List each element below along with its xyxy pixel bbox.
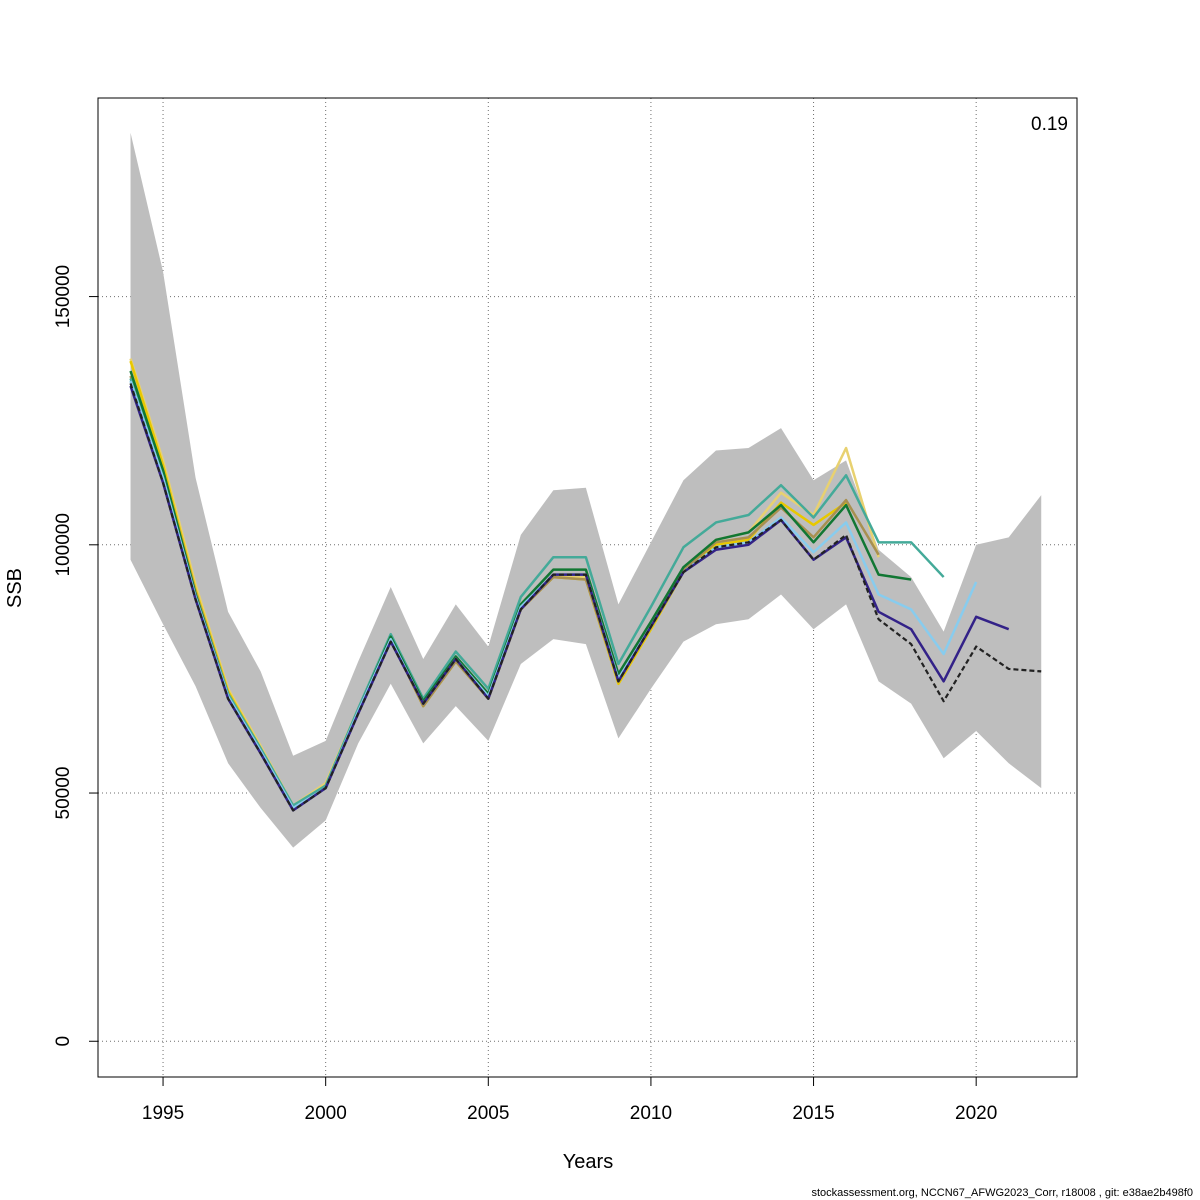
series-layer xyxy=(129,358,1042,812)
x-tick-label: 2005 xyxy=(467,1103,509,1124)
x-tick-label: 2000 xyxy=(305,1103,347,1124)
x-axis: 1995 2000 2005 2010 2015 2020 xyxy=(142,1076,997,1124)
y-axis-title: SSB xyxy=(4,568,26,608)
x-tick-label: 2015 xyxy=(792,1103,834,1124)
y-tick-label: 50000 xyxy=(53,767,74,820)
y-axis: 0 50000 100000 150000 xyxy=(53,265,99,1047)
annotation-label: 0.19 xyxy=(1031,114,1068,135)
y-tick-label: 150000 xyxy=(53,265,74,328)
series-line-8 xyxy=(129,383,1042,812)
confidence-band-layer xyxy=(130,132,1042,848)
confidence-band xyxy=(130,132,1042,848)
x-axis-title: Years xyxy=(563,1151,613,1173)
x-tick-label: 2020 xyxy=(955,1103,997,1124)
y-tick-label: 100000 xyxy=(53,513,74,576)
footer-credit: stockassessment.org, NCCN67_AFWG2023_Cor… xyxy=(811,1187,1193,1199)
x-tick-label: 1995 xyxy=(142,1103,184,1124)
y-tick-label: 0 xyxy=(53,1036,74,1047)
x-tick-label: 2010 xyxy=(630,1103,672,1124)
